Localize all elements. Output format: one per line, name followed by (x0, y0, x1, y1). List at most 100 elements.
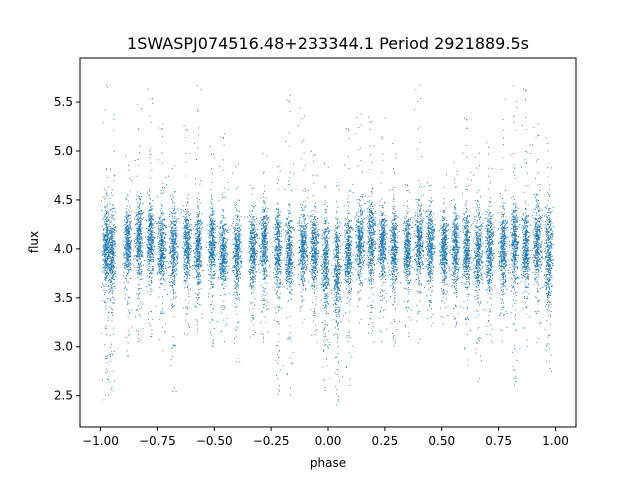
data-point (220, 275, 222, 277)
data-point (171, 241, 173, 243)
data-point (148, 284, 150, 286)
data-point (216, 226, 218, 228)
data-point (236, 292, 238, 294)
data-point (129, 236, 131, 239)
data-point (161, 187, 163, 189)
data-point (182, 307, 184, 309)
data-point (139, 229, 141, 231)
data-point (150, 272, 152, 274)
data-point (107, 266, 109, 268)
data-point (126, 198, 128, 200)
data-point (125, 257, 127, 259)
data-point (106, 192, 108, 194)
data-point (103, 222, 105, 224)
data-point (124, 230, 126, 232)
data-point (160, 261, 162, 263)
data-point (214, 219, 216, 222)
data-point (138, 218, 140, 220)
data-point (198, 241, 200, 243)
data-point (112, 194, 114, 196)
data-point (133, 258, 135, 260)
data-point (105, 224, 108, 226)
data-point (104, 234, 106, 236)
data-point (130, 229, 132, 231)
data-point (128, 264, 130, 266)
data-point (171, 212, 174, 215)
data-point (224, 275, 226, 277)
data-point (187, 231, 189, 233)
data-point (171, 229, 173, 231)
data-point (109, 238, 111, 240)
data-point (154, 246, 156, 248)
data-point (128, 240, 131, 242)
data-point (221, 260, 223, 263)
data-point (185, 254, 187, 256)
data-point (152, 241, 154, 243)
data-point (102, 235, 104, 237)
data-point (130, 222, 132, 225)
data-point (172, 390, 174, 392)
data-point (200, 247, 202, 249)
data-point (159, 279, 161, 281)
data-point (158, 245, 160, 247)
data-point (112, 267, 114, 270)
data-point (236, 285, 238, 287)
data-point (168, 238, 170, 240)
data-point (214, 261, 216, 263)
data-point (106, 227, 109, 229)
data-point (173, 293, 175, 295)
data-point (224, 272, 226, 274)
data-point (147, 228, 149, 230)
data-point (163, 247, 165, 249)
data-point (135, 254, 138, 257)
data-point (110, 289, 112, 291)
data-point (188, 248, 190, 250)
data-point (104, 259, 106, 261)
data-point (138, 263, 140, 265)
data-point (143, 260, 145, 262)
data-point (139, 272, 141, 274)
data-point (193, 277, 195, 279)
data-point (149, 153, 151, 155)
data-point (223, 294, 225, 296)
data-point (141, 250, 143, 252)
data-point (210, 277, 212, 279)
data-point (113, 227, 115, 229)
data-point (168, 175, 170, 177)
data-point (128, 303, 130, 305)
data-point (186, 265, 188, 267)
data-point (135, 238, 137, 240)
data-point (151, 227, 153, 229)
data-point (111, 249, 113, 251)
data-point (218, 269, 220, 271)
data-point (195, 258, 197, 260)
data-point (110, 287, 112, 290)
data-point (236, 235, 238, 237)
data-point (193, 228, 195, 230)
data-point (173, 209, 175, 211)
data-point (129, 269, 131, 271)
data-point (213, 328, 215, 330)
data-point (129, 247, 131, 249)
data-point (105, 238, 107, 240)
data-point (182, 247, 184, 250)
data-point (210, 233, 212, 235)
data-point (137, 330, 139, 333)
data-point (160, 189, 162, 191)
data-point (194, 248, 196, 250)
data-point (106, 277, 108, 279)
data-point (109, 272, 112, 274)
data-point (163, 212, 165, 214)
data-point (111, 235, 113, 237)
data-point (160, 271, 162, 273)
data-point (172, 286, 174, 289)
data-point (140, 246, 142, 248)
data-point (210, 263, 212, 266)
data-point (109, 245, 111, 248)
data-point (161, 233, 163, 235)
data-point (234, 283, 236, 285)
data-point (220, 257, 222, 259)
data-point (125, 263, 128, 265)
data-point (138, 212, 140, 214)
data-point (184, 228, 186, 230)
